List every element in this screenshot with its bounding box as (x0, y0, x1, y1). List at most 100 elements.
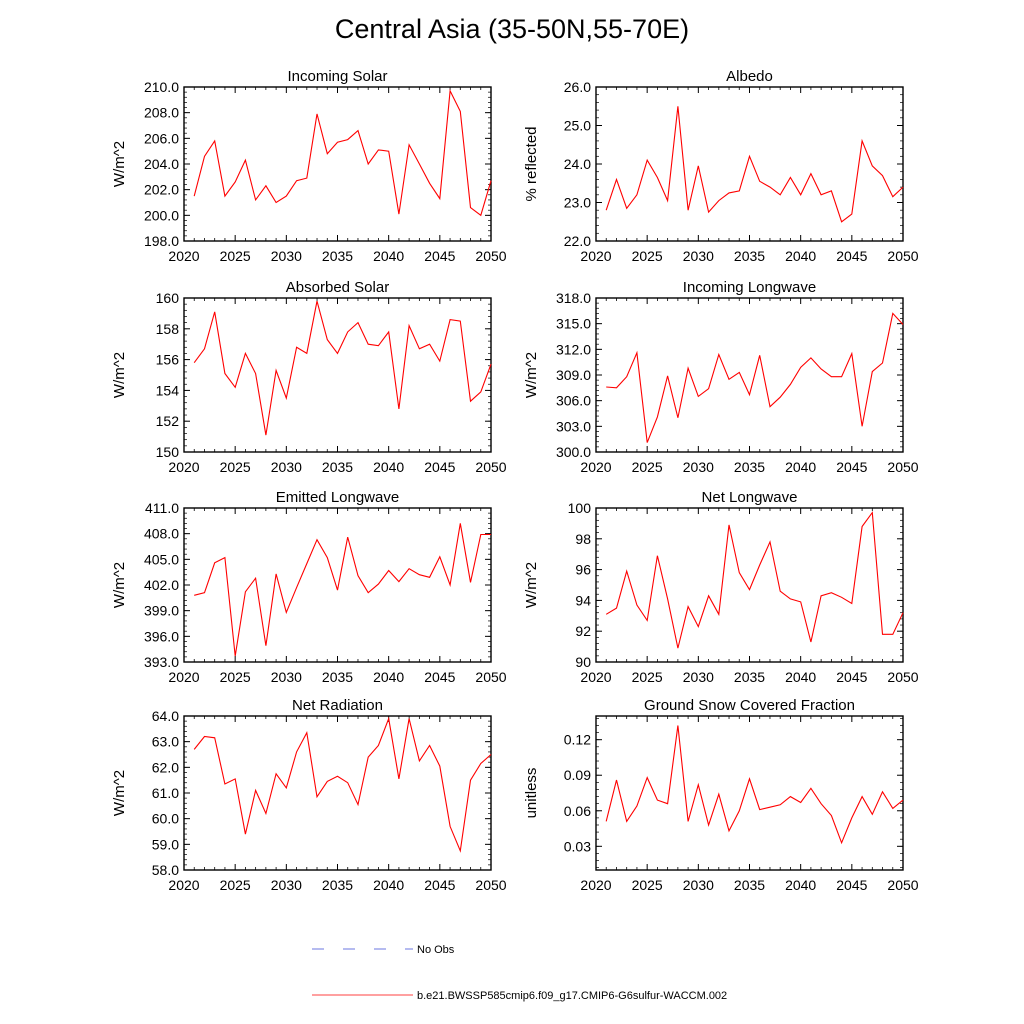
x-tick-label: 2045 (836, 459, 867, 475)
x-tick-label: 2030 (683, 669, 714, 685)
series-line (194, 523, 491, 657)
panel-ground-snow-covered-fraction: Ground Snow Covered Fraction unitless 2020… (523, 697, 919, 893)
y-tick-label: 156 (156, 352, 180, 368)
y-tick-label: 206.0 (144, 130, 179, 146)
x-tick-label: 2020 (168, 877, 199, 893)
x-tick-label: 2035 (734, 877, 765, 893)
x-tick-label: 2025 (220, 248, 251, 264)
y-tick-label: 306.0 (556, 393, 591, 409)
x-tick-label: 2045 (836, 669, 867, 685)
y-tick-label: 204.0 (144, 156, 179, 172)
y-tick-label: 408.0 (144, 526, 179, 542)
x-tick-label: 2050 (475, 459, 506, 475)
x-tick-label: 2030 (271, 877, 302, 893)
y-tick-label: 202.0 (144, 182, 179, 198)
y-tick-label: 158 (156, 321, 180, 337)
y-axis-label: W/m^2 (523, 562, 540, 608)
series-line (605, 511, 904, 649)
plot-frame (595, 507, 904, 663)
y-tick-label: 315.0 (556, 316, 591, 332)
x-tick-label: 2020 (168, 459, 199, 475)
x-tick-label: 2045 (424, 248, 455, 264)
x-tick-label: 2030 (683, 248, 714, 264)
y-axis-label: W/m^2 (523, 352, 540, 398)
x-tick-label: 2030 (271, 459, 302, 475)
y-tick-label: 399.0 (144, 603, 179, 619)
panel-albedo: Albedo % reflected 2020 2025 2030 2035 2040 204… (523, 68, 919, 264)
y-tick-label: 160 (156, 290, 180, 306)
y-axis-label: unitless (523, 768, 540, 819)
x-tick-label: 2030 (271, 669, 302, 685)
x-tick-label: 2045 (836, 248, 867, 264)
y-tick-label: 96 (575, 562, 591, 578)
panel-title: Ground Snow Covered Fraction (644, 697, 855, 714)
x-tick-label: 2020 (168, 248, 199, 264)
y-tick-label: 411.0 (145, 500, 179, 516)
x-tick-label: 2040 (785, 877, 816, 893)
panel-title: Net Radiation (292, 697, 383, 714)
x-tick-label: 2020 (580, 877, 611, 893)
x-tick-label: 2045 (424, 669, 455, 685)
y-tick-label: 154 (156, 382, 180, 398)
x-tick-label: 2025 (632, 669, 663, 685)
x-tick-label: 2050 (887, 877, 918, 893)
x-tick-label: 2040 (373, 877, 404, 893)
y-tick-label: 60.0 (152, 811, 179, 827)
y-tick-label: 318.0 (556, 290, 591, 306)
y-tick-label: 64.0 (152, 708, 179, 724)
x-tick-label: 2025 (220, 877, 251, 893)
x-tick-label: 2040 (373, 669, 404, 685)
x-tick-label: 2035 (734, 248, 765, 264)
y-tick-label: 62.0 (152, 759, 179, 775)
y-tick-label: 58.0 (152, 862, 179, 878)
y-tick-label: 22.0 (564, 233, 591, 249)
x-tick-label: 2035 (734, 459, 765, 475)
x-tick-label: 2050 (887, 669, 918, 685)
x-tick-label: 2025 (632, 248, 663, 264)
y-tick-label: 303.0 (556, 418, 591, 434)
x-tick-label: 2040 (785, 669, 816, 685)
y-tick-label: 25.0 (564, 118, 591, 134)
y-tick-label: 402.0 (144, 577, 179, 593)
y-tick-label: 309.0 (556, 367, 591, 383)
series-line (193, 88, 492, 217)
y-tick-label: 208.0 (144, 105, 179, 121)
y-tick-label: 98 (575, 531, 591, 547)
x-tick-label: 2045 (424, 459, 455, 475)
x-tick-label: 2020 (168, 669, 199, 685)
y-tick-label: 0.09 (564, 767, 591, 783)
plot-frame (183, 86, 492, 242)
panel-title: Incoming Solar (287, 68, 387, 85)
series-line (193, 716, 492, 853)
panel-net-longwave: Net Longwave W/m^2 2020 2025 2030 2035 2040 204… (523, 489, 919, 685)
legend-model-label: b.e21.BWSSP585cmip6.f09_g17.CMIP6-G6sulf… (417, 990, 727, 1002)
y-tick-label: 100 (568, 500, 592, 516)
panel-title: Net Longwave (702, 489, 798, 506)
x-tick-label: 2050 (887, 248, 918, 264)
plot-frame (595, 86, 904, 242)
y-tick-label: 0.12 (564, 732, 591, 748)
figure-title: Central Asia (35-50N,55-70E) (334, 14, 690, 44)
y-axis-label: W/m^2 (111, 562, 128, 608)
panel-title: Absorbed Solar (286, 279, 389, 296)
x-tick-label: 2030 (683, 459, 714, 475)
y-axis-label: % reflected (523, 126, 540, 201)
x-tick-label: 2025 (220, 459, 251, 475)
y-tick-label: 198.0 (144, 233, 179, 249)
panel-incoming-solar: Incoming Solar W/m^2 2020 2025 2030 2035 2040 2… (111, 68, 507, 264)
x-tick-label: 2050 (475, 877, 506, 893)
panel-absorbed-solar: Absorbed Solar W/m^2 2020 2025 2030 2035 2040 2… (111, 279, 507, 475)
y-tick-label: 396.0 (144, 628, 179, 644)
x-tick-label: 2040 (785, 248, 816, 264)
y-tick-label: 90 (575, 654, 591, 670)
plot-frame (183, 297, 492, 453)
y-tick-label: 24.0 (564, 156, 591, 172)
series-line (605, 725, 904, 845)
y-tick-label: 0.03 (564, 838, 591, 854)
panel-emitted-longwave: Emitted Longwave W/m^2 2020 2025 2030 2035 204… (111, 489, 507, 685)
legend-obs-label: No Obs (417, 944, 455, 956)
panel-incoming-longwave: Incoming Longwave W/m^2 2020 2025 2030 2035 20… (523, 279, 919, 475)
y-tick-label: 0.06 (564, 803, 591, 819)
x-tick-label: 2040 (373, 248, 404, 264)
panel-title: Incoming Longwave (683, 279, 816, 296)
